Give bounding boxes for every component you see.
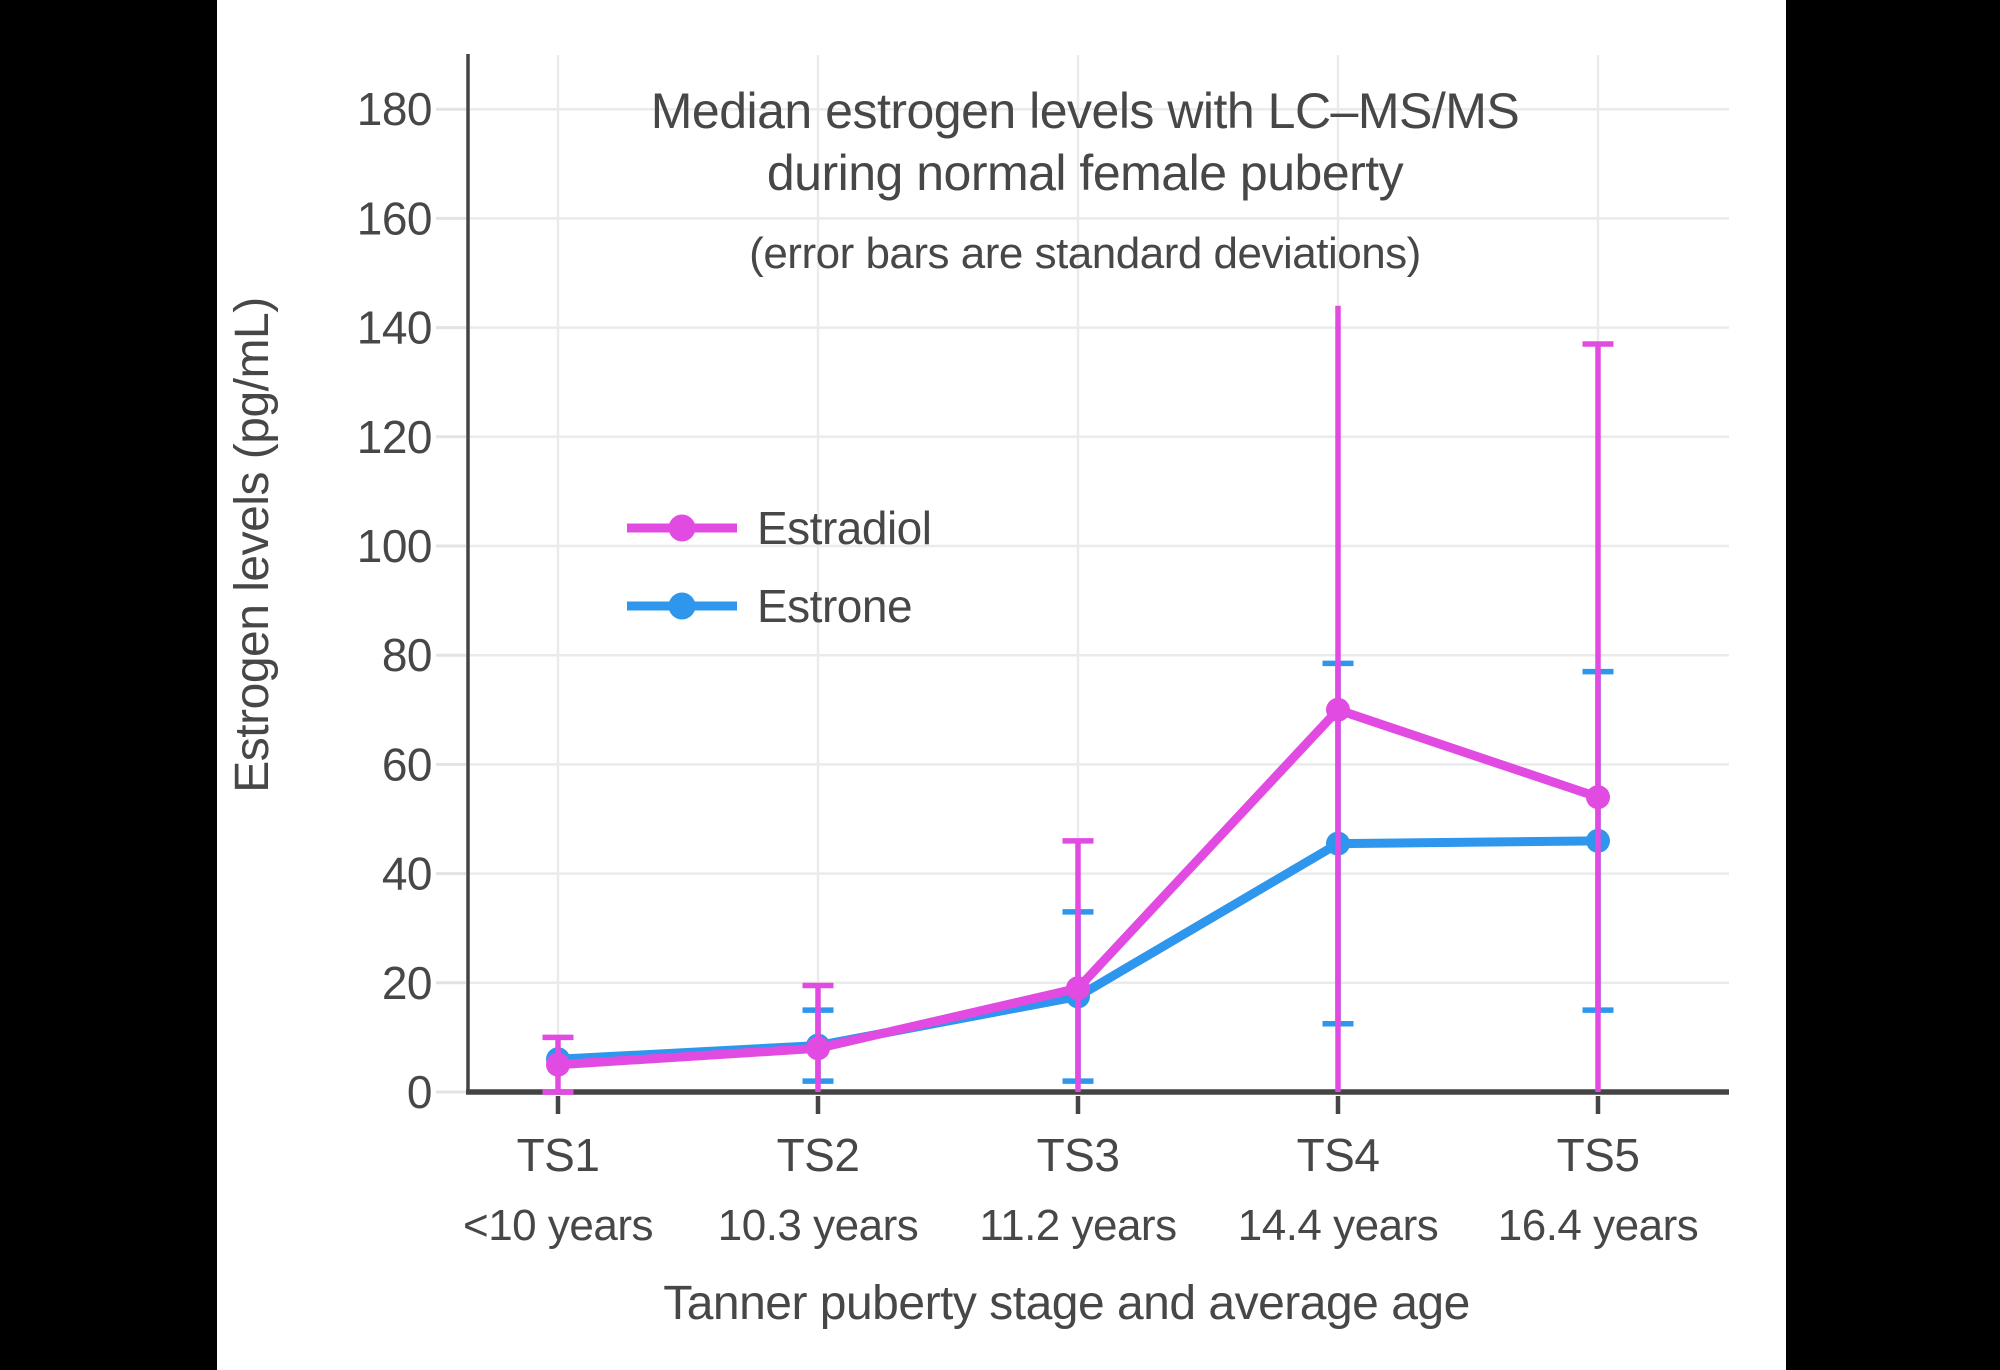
- legend-label: Estrone: [757, 580, 912, 632]
- y-tick-label: 100: [357, 520, 432, 572]
- data-point-TS3: [1066, 976, 1090, 1001]
- chart-title-line1: Median estrogen levels with LC–MS/MS: [651, 83, 1520, 139]
- legend-marker-sample: [668, 514, 696, 542]
- data-point-TS1: [546, 1052, 570, 1077]
- y-tick-label: 140: [357, 302, 432, 354]
- y-tick-label: 40: [382, 848, 432, 900]
- x-tick-sublabel: <10 years: [463, 1201, 653, 1250]
- y-tick-label: 160: [357, 192, 432, 244]
- y-tick-label: 60: [382, 738, 432, 790]
- x-tick-sublabel: 16.4 years: [1498, 1201, 1698, 1250]
- x-tick-label: TS5: [1557, 1129, 1640, 1181]
- x-axis-title: Tanner puberty stage and average age: [663, 1277, 1470, 1330]
- x-tick-sublabel: 14.4 years: [1238, 1201, 1438, 1250]
- legend-label: Estradiol: [757, 502, 931, 554]
- legend-marker-sample: [668, 592, 696, 620]
- plot-card: [217, 0, 1786, 1370]
- x-tick-label: TS3: [1037, 1129, 1120, 1181]
- x-tick-label: TS4: [1297, 1129, 1380, 1181]
- y-tick-label: 120: [357, 411, 432, 463]
- x-tick-label: TS1: [517, 1129, 600, 1181]
- x-tick-label: TS2: [777, 1129, 860, 1181]
- y-tick-label: 180: [357, 83, 432, 135]
- y-tick-label: 0: [407, 1066, 432, 1118]
- x-tick-sublabel: 11.2 years: [979, 1201, 1176, 1250]
- series-estradiol: [542, 305, 1614, 1095]
- data-point-TS4: [1326, 697, 1350, 722]
- chart-subtitle: (error bars are standard deviations): [749, 229, 1421, 278]
- legend-item-estradiol[interactable]: Estradiol: [627, 502, 932, 554]
- x-tick-sublabel: 10.3 years: [718, 1201, 918, 1250]
- legend-item-estrone[interactable]: Estrone: [627, 580, 913, 632]
- y-tick-label: 20: [382, 957, 432, 1009]
- y-axis-title: Estrogen levels (pg/mL): [226, 297, 279, 792]
- data-point-TS2: [806, 1036, 830, 1061]
- data-point-TS5: [1586, 785, 1610, 810]
- y-tick-label: 80: [382, 629, 432, 681]
- chart-title-line2: during normal female puberty: [767, 145, 1404, 201]
